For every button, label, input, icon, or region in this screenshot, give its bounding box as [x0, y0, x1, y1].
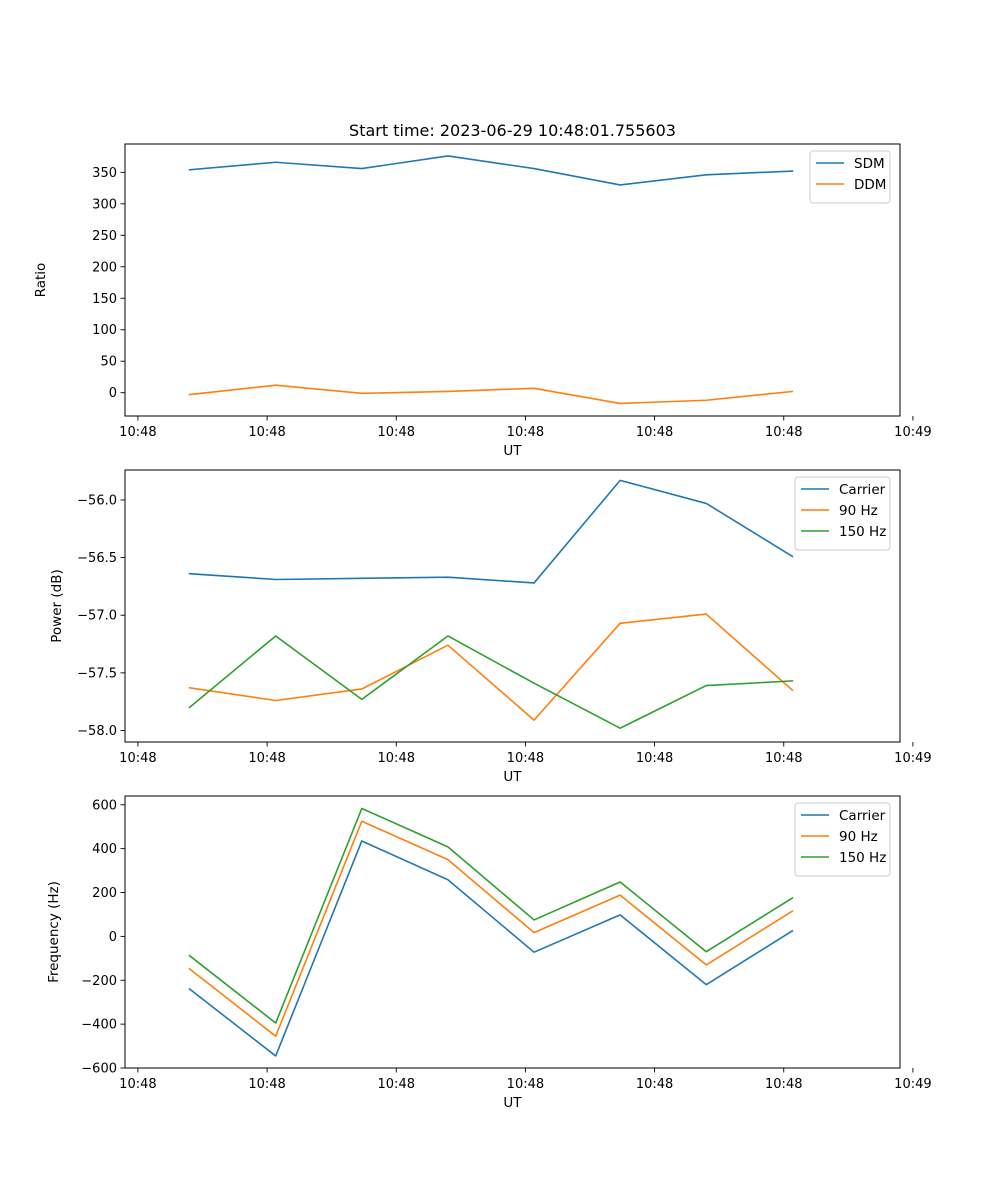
series-lines	[188, 807, 794, 1057]
y-tick-label: −56.5	[77, 551, 117, 566]
x-tick-label: 10:48	[248, 425, 285, 440]
series-line-carrier	[188, 479, 794, 584]
legend-label-90-hz: 90 Hz	[839, 829, 878, 845]
y-tick-label: 100	[92, 323, 117, 338]
x-tick-label: 10:48	[507, 1077, 544, 1092]
series-line-90-hz	[188, 820, 794, 1037]
x-tick-label: 10:48	[119, 751, 156, 766]
legend: Carrier 90 Hz 150 Hz	[794, 476, 891, 551]
legend-label-150-hz: 150 Hz	[839, 524, 886, 540]
series-line-150-hz	[188, 635, 794, 729]
x-tick-label: 10:48	[378, 425, 415, 440]
y-axis-label: Power (dB)	[49, 569, 65, 642]
y-axis-label: Ratio	[33, 263, 49, 298]
y-tick-label: −58.0	[77, 724, 117, 739]
series-lines	[188, 479, 794, 729]
y-tick-label: 600	[92, 798, 117, 813]
axes-frame	[124, 795, 901, 1069]
legend-label-carrier: Carrier	[839, 808, 886, 824]
x-tick-label: 10:48	[636, 425, 673, 440]
y-tick-label: 150	[92, 292, 117, 307]
x-tick-label: 10:48	[248, 1077, 285, 1092]
series-lines	[188, 155, 794, 405]
y-tick-label: 50	[100, 355, 117, 370]
x-tick-label: 10:49	[894, 1077, 931, 1092]
series-line-90-hz	[188, 613, 794, 721]
series-line-ddm	[188, 384, 794, 405]
plot-area	[125, 796, 900, 1068]
legend-label-ddm: DDM	[854, 177, 886, 193]
legend-label-90-hz: 90 Hz	[839, 503, 878, 519]
x-tick-label: 10:48	[248, 751, 285, 766]
legend-label-carrier: Carrier	[839, 482, 886, 498]
chart-panel-1: 10:48 10:48 10:48 10:48 10:48 10:48 10:49 0 50 10…	[33, 121, 932, 459]
y-tick-label: 300	[92, 197, 117, 212]
y-tick-label: 0	[109, 386, 117, 401]
x-tick-label: 10:48	[119, 425, 156, 440]
legend-box	[809, 150, 891, 204]
x-tick-label: 10:48	[765, 751, 802, 766]
legend-label-sdm: SDM	[854, 156, 885, 172]
y-tick-label: −400	[81, 1018, 117, 1033]
series-line-sdm	[188, 155, 794, 186]
x-tick-label: 10:48	[507, 751, 544, 766]
series-line-150-hz	[188, 807, 794, 1024]
x-tick-label: 10:48	[378, 751, 415, 766]
y-tick-label: 250	[92, 229, 117, 244]
x-tick-label: 10:49	[894, 751, 931, 766]
legend-label-150-hz: 150 Hz	[839, 850, 886, 866]
x-tick-label: 10:48	[119, 1077, 156, 1092]
x-tick-label: 10:48	[636, 1077, 673, 1092]
chart-panel-3: 10:48 10:48 10:48 10:48 10:48 10:48 10:49 −600 −…	[46, 795, 932, 1111]
x-tick-label: 10:48	[378, 1077, 415, 1092]
series-line-carrier	[188, 840, 794, 1057]
y-tick-label: −57.0	[77, 609, 117, 624]
chart-title: Start time: 2023-06-29 10:48:01.755603	[349, 121, 676, 140]
x-tick-label: 10:48	[765, 425, 802, 440]
x-tick-label: 10:49	[894, 425, 931, 440]
panels: 10:48 10:48 10:48 10:48 10:48 10:48 10:49 0 50 10…	[33, 121, 932, 1111]
x-tick-label: 10:48	[507, 425, 544, 440]
y-tick-label: −57.5	[77, 666, 117, 681]
y-tick-label: 200	[92, 260, 117, 275]
x-tick-label: 10:48	[765, 1077, 802, 1092]
y-axis-label: Frequency (Hz)	[46, 881, 62, 983]
y-tick-label: 0	[109, 930, 117, 945]
x-axis-label: UT	[503, 769, 522, 785]
y-tick-label: 400	[92, 842, 117, 857]
x-tick-label: 10:48	[636, 751, 673, 766]
y-tick-label: 200	[92, 886, 117, 901]
plot-area	[125, 144, 900, 416]
legend: SDM DDM	[809, 150, 891, 204]
y-tick-label: 350	[92, 166, 117, 181]
x-axis-label: UT	[503, 443, 522, 459]
axes-frame	[124, 469, 901, 743]
y-tick-label: −200	[81, 974, 117, 989]
y-tick-label: −56.0	[77, 493, 117, 508]
chart-panel-2: 10:48 10:48 10:48 10:48 10:48 10:48 10:49 −58.0…	[49, 469, 932, 785]
legend: Carrier 90 Hz 150 Hz	[794, 802, 891, 877]
y-tick-label: −600	[81, 1062, 117, 1077]
axes-frame	[124, 143, 901, 417]
x-axis-label: UT	[503, 1095, 522, 1111]
